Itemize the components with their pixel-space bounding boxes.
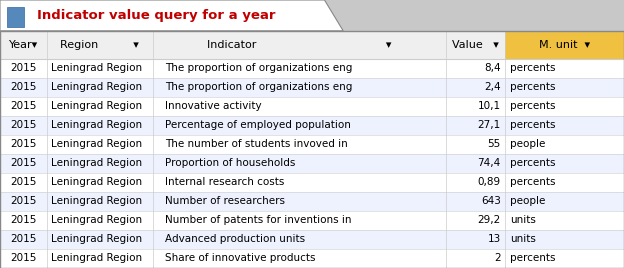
- Bar: [7, 7, 24, 27]
- Text: 2015: 2015: [10, 234, 37, 244]
- Text: 2015: 2015: [10, 196, 37, 206]
- Text: Year▾: Year▾: [9, 40, 38, 50]
- Text: 29,2: 29,2: [477, 215, 500, 225]
- Text: 74,4: 74,4: [477, 158, 500, 169]
- Text: 2015: 2015: [10, 83, 37, 92]
- Text: 2015: 2015: [10, 102, 37, 111]
- Text: percents: percents: [510, 83, 556, 92]
- Text: 27,1: 27,1: [477, 121, 500, 131]
- Text: 8,4: 8,4: [484, 64, 500, 73]
- Text: Value   ▾: Value ▾: [452, 40, 499, 50]
- Bar: [0, 97, 624, 116]
- Bar: [0, 249, 624, 268]
- Text: 0,89: 0,89: [477, 177, 500, 188]
- Bar: [505, 31, 624, 59]
- Polygon shape: [0, 0, 343, 31]
- Text: percents: percents: [510, 64, 556, 73]
- Text: percents: percents: [510, 158, 556, 169]
- Text: M. unit  ▾: M. unit ▾: [539, 40, 590, 50]
- Text: Percentage of employed population: Percentage of employed population: [165, 121, 351, 131]
- Text: The proportion of organizations eng: The proportion of organizations eng: [165, 64, 352, 73]
- Bar: [0, 135, 624, 154]
- Text: Leningrad Region: Leningrad Region: [51, 254, 142, 263]
- Text: 2,4: 2,4: [484, 83, 500, 92]
- Text: Indicator value query for a year: Indicator value query for a year: [37, 9, 276, 22]
- Text: Leningrad Region: Leningrad Region: [51, 215, 142, 225]
- Text: Advanced production units: Advanced production units: [165, 234, 305, 244]
- Text: The number of students invoved in: The number of students invoved in: [165, 139, 348, 150]
- Text: Leningrad Region: Leningrad Region: [51, 234, 142, 244]
- Bar: [0, 31, 624, 268]
- Text: 2: 2: [494, 254, 500, 263]
- Text: 13: 13: [487, 234, 500, 244]
- Text: 2015: 2015: [10, 254, 37, 263]
- Text: Number of researchers: Number of researchers: [165, 196, 285, 206]
- Text: 2015: 2015: [10, 121, 37, 131]
- Text: percents: percents: [510, 102, 556, 111]
- Text: Leningrad Region: Leningrad Region: [51, 139, 142, 150]
- Text: 2015: 2015: [10, 64, 37, 73]
- Text: percents: percents: [510, 254, 556, 263]
- Text: Number of patents for inventions in: Number of patents for inventions in: [165, 215, 351, 225]
- Text: Leningrad Region: Leningrad Region: [51, 102, 142, 111]
- Text: Internal research costs: Internal research costs: [165, 177, 284, 188]
- Text: Leningrad Region: Leningrad Region: [51, 64, 142, 73]
- Text: Share of innovative products: Share of innovative products: [165, 254, 315, 263]
- Text: Leningrad Region: Leningrad Region: [51, 121, 142, 131]
- Bar: [0, 211, 624, 230]
- Text: 2015: 2015: [10, 177, 37, 188]
- Text: 10,1: 10,1: [477, 102, 500, 111]
- Text: Leningrad Region: Leningrad Region: [51, 83, 142, 92]
- Text: Region          ▾: Region ▾: [61, 40, 139, 50]
- Text: 2015: 2015: [10, 139, 37, 150]
- Text: 643: 643: [481, 196, 500, 206]
- Text: people: people: [510, 139, 545, 150]
- Text: Leningrad Region: Leningrad Region: [51, 177, 142, 188]
- Bar: [0, 116, 624, 135]
- Text: Innovative activity: Innovative activity: [165, 102, 261, 111]
- Bar: [0, 173, 624, 192]
- Bar: [0, 31, 624, 268]
- Text: 2015: 2015: [10, 215, 37, 225]
- Text: Indicator                                     ▾: Indicator ▾: [207, 40, 392, 50]
- Text: 2015: 2015: [10, 158, 37, 169]
- Text: people: people: [510, 196, 545, 206]
- Bar: [0, 230, 624, 249]
- Text: units: units: [510, 215, 536, 225]
- Bar: [0, 31, 624, 59]
- Text: Leningrad Region: Leningrad Region: [51, 196, 142, 206]
- Bar: [0, 78, 624, 97]
- Bar: [0, 192, 624, 211]
- Text: Leningrad Region: Leningrad Region: [51, 158, 142, 169]
- Text: percents: percents: [510, 177, 556, 188]
- Text: The proportion of organizations eng: The proportion of organizations eng: [165, 83, 352, 92]
- Bar: [0, 59, 624, 78]
- Text: Proportion of households: Proportion of households: [165, 158, 295, 169]
- Text: units: units: [510, 234, 536, 244]
- Text: 55: 55: [487, 139, 500, 150]
- Bar: [0, 154, 624, 173]
- Text: percents: percents: [510, 121, 556, 131]
